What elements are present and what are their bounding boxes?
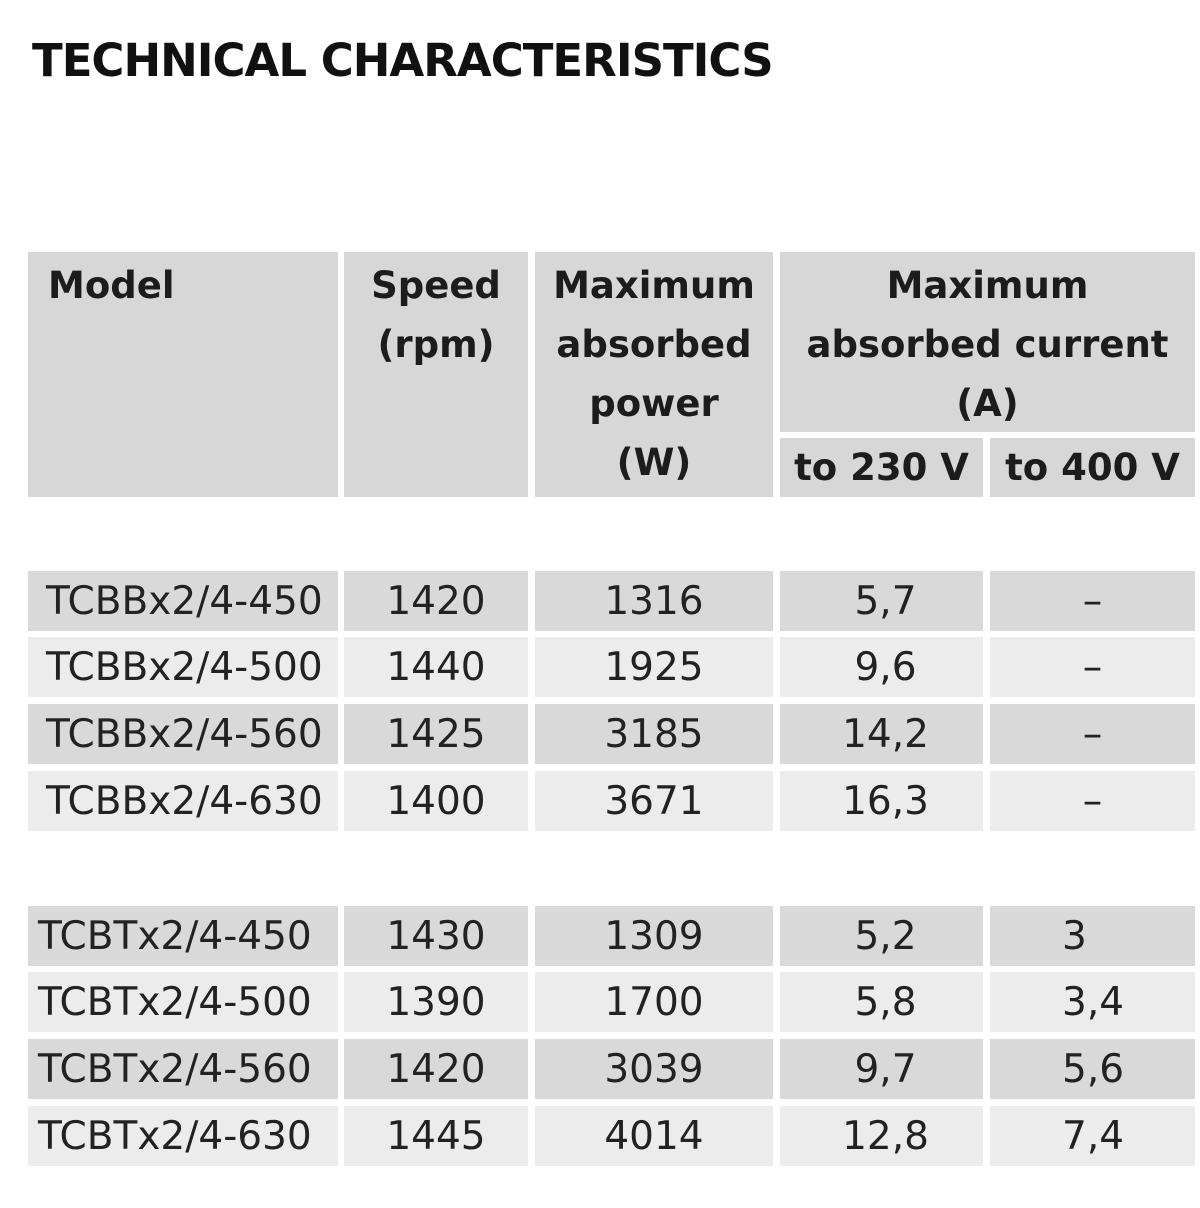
cell-model: TCBBx2/4-630 <box>28 771 338 831</box>
cell-speed: 1445 <box>344 1106 528 1166</box>
cell-current-230v: 14,2 <box>780 704 983 764</box>
cell-current-400v: – <box>990 637 1195 697</box>
cell-model: TCBBx2/4-450 <box>28 571 338 631</box>
cell-power: 1309 <box>535 906 773 966</box>
cell-current-400v: 7,4 <box>990 1106 1195 1166</box>
cell-model: TCBBx2/4-560 <box>28 704 338 764</box>
cell-current-400v: 3,4 <box>990 972 1195 1032</box>
header-current: Maximum absorbed current (A) <box>780 252 1195 432</box>
header-current-line1: Maximum <box>886 264 1089 307</box>
cell-power: 1700 <box>535 972 773 1032</box>
cell-model: TCBTx2/4-450 <box>28 906 338 966</box>
cell-power: 1925 <box>535 637 773 697</box>
cell-speed: 1420 <box>344 571 528 631</box>
cell-current-400v: – <box>990 571 1195 631</box>
header-power-line4: (W) <box>616 441 692 484</box>
cell-current-400v: – <box>990 771 1195 831</box>
header-to-230v: to 230 V <box>780 438 983 497</box>
cell-power: 3671 <box>535 771 773 831</box>
cell-current-230v: 5,8 <box>780 972 983 1032</box>
cell-speed: 1425 <box>344 704 528 764</box>
cell-speed: 1440 <box>344 637 528 697</box>
cell-power: 4014 <box>535 1106 773 1166</box>
header-current-line2: absorbed current <box>806 323 1169 366</box>
cell-current-230v: 9,6 <box>780 637 983 697</box>
cell-current-230v: 9,7 <box>780 1039 983 1099</box>
cell-current-400v: 5,6 <box>990 1039 1195 1099</box>
cell-model: TCBTx2/4-500 <box>28 972 338 1032</box>
cell-power: 3185 <box>535 704 773 764</box>
header-to-400v: to 400 V <box>990 438 1195 497</box>
header-to-400v-label: to 400 V <box>1005 446 1180 489</box>
header-power-line1: Maximum <box>553 264 755 307</box>
cell-current-400v: – <box>990 704 1195 764</box>
header-speed-line2: (rpm) <box>377 323 495 366</box>
cell-model: TCBTx2/4-630 <box>28 1106 338 1166</box>
cell-power: 3039 <box>535 1039 773 1099</box>
cell-speed: 1420 <box>344 1039 528 1099</box>
header-model-label: Model <box>48 264 175 307</box>
cell-speed: 1390 <box>344 972 528 1032</box>
header-current-line3: (A) <box>956 382 1019 425</box>
cell-power: 1316 <box>535 571 773 631</box>
header-to-230v-label: to 230 V <box>794 446 969 489</box>
cell-speed: 1400 <box>344 771 528 831</box>
footnote <box>30 1178 1200 1208</box>
header-speed-line1: Speed <box>371 264 501 307</box>
header-power-line2: absorbed <box>556 323 752 366</box>
cell-model: TCBTx2/4-560 <box>28 1039 338 1099</box>
header-power-line3: power <box>589 382 719 425</box>
cell-current-230v: 12,8 <box>780 1106 983 1166</box>
header-model: Model <box>28 252 338 497</box>
cell-speed: 1430 <box>344 906 528 966</box>
header-power: Maximum absorbed power (W) <box>535 252 773 497</box>
cell-model: TCBBx2/4-500 <box>28 637 338 697</box>
cell-current-230v: 5,7 <box>780 571 983 631</box>
header-speed: Speed (rpm) <box>344 252 528 497</box>
cell-current-400v: 3 <box>990 906 1195 966</box>
cell-current-230v: 5,2 <box>780 906 983 966</box>
page-title: TECHNICAL CHARACTERISTICS <box>32 34 774 87</box>
cell-current-230v: 16,3 <box>780 771 983 831</box>
